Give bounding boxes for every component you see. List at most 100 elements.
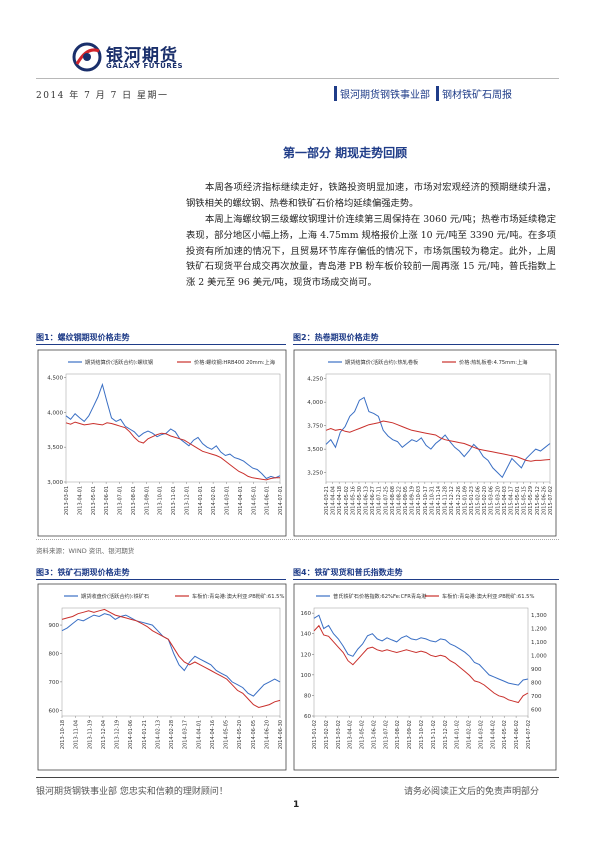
footer-disclaimer: 请务必阅读正文后的免责声明部分: [404, 787, 540, 797]
x-tick-label: 2014-02-02: [467, 720, 473, 749]
x-tick-label: 2014-01-21: [142, 720, 148, 749]
x-tick-label: 2014-10-31: [429, 486, 435, 515]
x-tick-label: 2013-03-01: [64, 486, 70, 515]
x-tick-label: 2014-07-01: [278, 486, 284, 515]
figure-2-rule: [293, 344, 559, 345]
x-tick-label: 2014-01-06: [128, 720, 134, 749]
x-tick-label: 2013-08-02: [395, 720, 401, 749]
company-name-cn: 银河期货: [106, 46, 178, 66]
x-tick-label: 2013-11-02: [431, 720, 437, 749]
iron-ore-price-chart: 600 700 800 900 2013-10-18 2013-11-04 2013-11-…: [37, 583, 287, 771]
x-tick-label: 2015-05-15: [522, 486, 528, 515]
x-tick-label: 2013-11-04: [74, 720, 80, 749]
legend-label: 普氏铁矿石价格指数:62%Fe:CFR青岛港: [333, 592, 427, 600]
x-tick-label: 2014-04-18: [337, 486, 343, 515]
y-tick-label: 4,500: [47, 375, 63, 381]
footer-divider: [36, 777, 559, 778]
series-line: [65, 421, 280, 481]
y-tick-label: 3,250: [307, 471, 323, 477]
x-tick-label: 2014-05-01: [251, 486, 257, 515]
y2-tick-label: 1,300: [531, 613, 547, 619]
x-tick-label: 2013-12-04: [101, 720, 107, 749]
figure-3-rule: [36, 579, 286, 580]
x-tick-label: 2014-05-16: [350, 486, 356, 515]
source-note: 资料来源：WIND 资讯、银河期货: [36, 547, 135, 555]
y-tick-label: 3,000: [47, 480, 63, 486]
x-tick-label: 2013-05-01: [91, 486, 97, 515]
footer-slogan: 银河期货钢铁事业部 您忠实和信赖的理财顾问！: [36, 787, 228, 797]
y-tick-label: 100: [301, 673, 312, 679]
y-tick-label: 4,000: [47, 410, 63, 416]
x-tick-label: 2014-03-01: [225, 486, 231, 515]
figure-4-label: 图4：铁矿现货和普氏指数走势: [293, 568, 403, 577]
legend-label: 车板价:青岛港:澳大利亚:PB粉矿:61.5%: [442, 592, 534, 600]
x-tick-label: 2015-06-12: [535, 486, 541, 515]
y-tick-label: 80: [304, 693, 311, 699]
y-tick-label: 600: [49, 708, 60, 714]
x-tick-label: 2014-06-20: [264, 720, 270, 749]
x-tick-label: 2014-05-20: [237, 720, 243, 749]
x-tick-label: 2014-04-01: [196, 720, 202, 749]
paragraph-1: 本周各项经济指标继续走好，铁路投资明显加速，市场对宏观经济的预期继续升温，钢铁相…: [186, 182, 556, 209]
x-tick-label: 2014-05-30: [357, 486, 363, 515]
x-tick-label: 2013-12-02: [443, 720, 449, 749]
y-tick-label: 4,250: [307, 377, 323, 383]
y-tick-label: 900: [49, 623, 60, 629]
y-tick-label: 140: [301, 632, 312, 638]
x-tick-label: 2015-04-17: [508, 486, 514, 515]
x-tick-label: 2013-11-19: [87, 720, 93, 749]
x-tick-label: 2015-01-23: [469, 486, 475, 515]
x-tick-label: 2014-07-02: [526, 720, 532, 749]
x-tick-label: 2014-11-14: [436, 486, 442, 515]
x-tick-label: 2015-07-02: [548, 486, 554, 515]
x-tick-label: 2015-06-26: [541, 486, 547, 515]
chart-frame: [37, 349, 287, 537]
x-tick-label: 2014-06-01: [265, 486, 271, 515]
x-tick-label: 2014-04-04: [331, 486, 337, 515]
chart-frame: [37, 583, 287, 771]
y2-tick-label: 1,200: [531, 626, 547, 632]
x-tick-label: 2013-02-02: [324, 720, 330, 749]
y2-tick-label: 1,000: [531, 653, 547, 659]
x-tick-label: 2014-02-01: [211, 486, 217, 515]
x-tick-label: 2014-09-05: [403, 486, 409, 515]
y-tick-label: 800: [49, 651, 60, 657]
series-line: [313, 614, 529, 686]
x-tick-label: 2013-12-01: [184, 486, 190, 515]
galaxy-logo-icon: [72, 42, 102, 72]
x-tick-label: 2015-03-20: [495, 486, 501, 515]
y2-tick-label: 600: [531, 707, 542, 713]
y2-tick-label: 800: [531, 680, 542, 686]
figure-1-rule: [36, 344, 286, 345]
y-tick-label: 700: [49, 680, 60, 686]
x-tick-label: 2013-04-01: [77, 486, 83, 515]
x-tick-label: 2014-04-02: [490, 720, 496, 749]
page-number: 1: [293, 800, 300, 810]
company-name-en: GALAXY FUTURES: [106, 62, 184, 70]
x-tick-label: 2015-03-06: [489, 486, 495, 515]
y-tick-label: 160: [301, 611, 312, 617]
x-tick-label: 2015-05-29: [528, 486, 534, 515]
x-tick-label: 2014-09-19: [410, 486, 416, 515]
source-divider: [36, 539, 559, 540]
legend-label: 期货结算价(活跃合约):热轧卷板: [345, 358, 419, 366]
x-tick-label: 2014-02-28: [169, 720, 175, 749]
legend-label: 车板价:青岛港:澳大利亚:PB粉矿:61.5%: [192, 592, 284, 600]
x-tick-label: 2013-05-02: [360, 720, 366, 749]
x-tick-label: 2013-04-02: [348, 720, 354, 749]
x-tick-label: 2014-06-27: [370, 486, 376, 515]
figure-1-label: 图1：螺纹钢期现价格走势: [36, 333, 130, 342]
x-tick-label: 2014-08-08: [390, 486, 396, 515]
x-tick-label: 2013-06-01: [104, 486, 110, 515]
y-tick-label: 3,500: [47, 445, 63, 451]
x-tick-label: 2014-01-01: [198, 486, 204, 515]
figure-3-label: 图3：铁矿石期现价格走势: [36, 568, 130, 577]
x-tick-label: 2013-07-02: [383, 720, 389, 749]
x-tick-label: 2015-05-01: [515, 486, 521, 515]
report-date: 2014 年 7 月 7 日 星期一: [36, 91, 169, 101]
x-tick-label: 2013-09-01: [144, 486, 150, 515]
x-tick-label: 2014-06-13: [364, 486, 370, 515]
legend-label: 价格:螺纹钢:HRB400 20mm:上海: [194, 358, 275, 366]
y-tick-label: 3,500: [307, 447, 323, 453]
